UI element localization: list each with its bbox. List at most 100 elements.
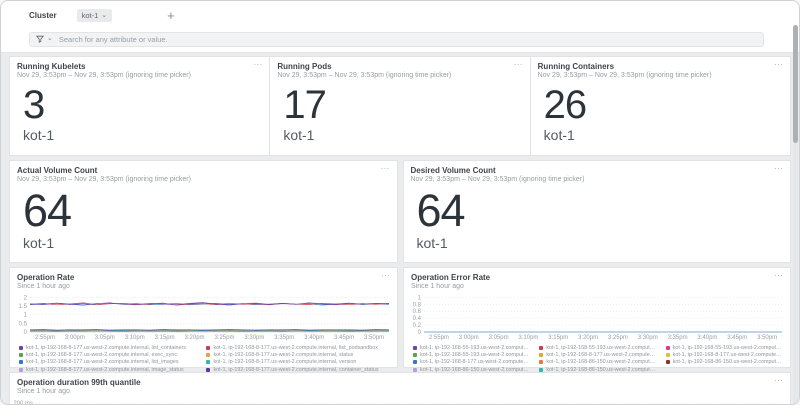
scrollbar-track[interactable] — [793, 48, 798, 404]
svg-text:3:00pm: 3:00pm — [459, 335, 479, 341]
search-input[interactable] — [58, 34, 757, 44]
operation-rate-chart[interactable]: 2 1.5 1 0.5 0 2:55pm 3:00pm 3:05pm 3:10pm 3:15pm 3… — [12, 293, 395, 341]
widget-timeframe: Since 1 hour ago — [411, 283, 464, 290]
svg-text:3:00pm: 3:00pm — [65, 335, 85, 341]
widget-timeframe: Since 1 hour ago — [17, 283, 70, 290]
legend-item[interactable]: kot-1, ip-192-168-55-193.us-west-2.compu… — [413, 352, 529, 358]
widget-operation-duration-99th-quantile: Operation duration 99th quantile Since 1… — [9, 372, 791, 405]
widget-menu-button[interactable]: ⋯ — [774, 375, 783, 385]
widget-menu-button[interactable]: ⋯ — [773, 59, 783, 69]
widget-timeframe: Nov 29, 3:53pm – Nov 29, 3:53pm (ignorin… — [277, 72, 452, 79]
svg-text:1.5: 1.5 — [19, 304, 28, 310]
legend-item[interactable]: kot-1, ip-192-168-8-177.us-west-2.comput… — [19, 352, 196, 358]
legend-marker — [413, 346, 417, 351]
widget-menu-button[interactable]: ⋯ — [774, 163, 783, 173]
operation-rate-legend: kot-1, ip-192-168-8-177.us-west-2.comput… — [10, 341, 397, 373]
widget-title: Running Kubelets — [17, 62, 86, 71]
legend-item[interactable]: kot-1, ip-192-168-8-177.us-west-2.comput… — [206, 359, 389, 365]
svg-text:3:45pm: 3:45pm — [334, 335, 354, 341]
legend-item[interactable]: kot-1, ip-192-168-8-177.us-west-2.comput… — [413, 359, 529, 365]
widget-menu-button[interactable]: ⋯ — [380, 163, 390, 173]
filter-chevron-down-icon[interactable]: ⌄ — [47, 35, 53, 42]
operation-error-rate-chart[interactable]: 1 0.8 0.6 0.4 0.2 0 2:55pm 3:00pm 3:05pm 3:10pm 3:… — [406, 293, 788, 341]
legend-marker — [539, 346, 544, 351]
widget-title: Actual Volume Count — [17, 166, 98, 175]
widget-title: Operation Rate — [17, 273, 75, 282]
svg-text:3:15pm: 3:15pm — [155, 335, 175, 341]
widget-timeframe: Nov 29, 3:53pm – Nov 29, 3:53pm (ignorin… — [17, 176, 191, 183]
legend-label: kot-1, ip-192-168-8-177.us-west-2.comput… — [672, 352, 782, 359]
legend-marker — [206, 346, 211, 351]
svg-text:3:35pm: 3:35pm — [274, 335, 294, 341]
legend-item[interactable]: kot-1, ip-192-168-86-150.us-west-2.compu… — [665, 359, 782, 365]
scrollbar-thumb[interactable] — [793, 25, 798, 143]
stat-block: 26 kot-1 — [531, 80, 790, 143]
widget-menu-button[interactable]: ⋯ — [774, 270, 783, 280]
legend-item[interactable]: kot-1, ip-192-168-8-177.us-west-2.comput… — [665, 352, 782, 359]
legend-marker — [19, 346, 23, 351]
legend-item[interactable]: kot-1, ip-192-168-8-177.us-west-2.comput… — [19, 367, 196, 373]
legend-label: kot-1, ip-192-168-8-177.us-west-2.comput… — [26, 359, 179, 366]
legend-item[interactable]: kot-1, ip-192-168-8-177.us-west-2.comput… — [539, 352, 656, 358]
widget-title: Running Containers — [537, 62, 615, 71]
legend-item[interactable]: kot-1, ip-192-168-86-150.us-west-2.compu… — [413, 367, 529, 373]
legend-item[interactable]: kot-1, ip-192-168-8-177.us-west-2.comput… — [206, 352, 389, 358]
legend-label: kot-1, ip-192-168-8-177.us-west-2.comput… — [213, 359, 357, 366]
cluster-tag-dropdown[interactable]: kot-1 ⌄ — [76, 9, 113, 22]
svg-text:0.2: 0.2 — [413, 323, 422, 329]
stat-scope: kot-1 — [416, 235, 448, 251]
legend-marker — [539, 353, 544, 358]
widget-menu-button[interactable]: ⋯ — [513, 59, 523, 69]
legend-item[interactable]: kot-1, ip-192-168-55-193.us-west-2.compu… — [665, 345, 782, 352]
chevron-down-icon: ⌄ — [101, 11, 108, 19]
widget-actual-volume-count: Actual Volume Count Nov 29, 3:53pm – Nov… — [9, 160, 398, 263]
svg-text:3:40pm: 3:40pm — [304, 335, 324, 341]
legend-marker — [19, 353, 23, 358]
widget-timeframe: Nov 29, 3:53pm – Nov 29, 3:53pm (ignorin… — [17, 72, 191, 79]
filter-icon[interactable] — [36, 35, 44, 43]
widget-header: Operation Rate Since 1 hour ago — [10, 268, 397, 291]
svg-text:3:50pm: 3:50pm — [364, 335, 384, 341]
widget-operation-rate: Operation Rate Since 1 hour ago ⋯ 2 1.5 1 0… — [9, 267, 398, 373]
legend-item[interactable]: kot-1, ip-192-168-86-150.us-west-2.compu… — [539, 367, 656, 373]
svg-text:3:05pm: 3:05pm — [95, 335, 115, 341]
legend-item[interactable]: kot-1, ip-192-168-55-193.us-west-2.compu… — [539, 345, 656, 351]
legend-item[interactable]: kot-1, ip-192-168-55-193.us-west-2.compu… — [413, 345, 529, 351]
svg-text:3:50pm: 3:50pm — [757, 335, 777, 341]
template-variable-bar: Cluster kot-1 ⌄ + — [1, 1, 799, 30]
widget-menu-button[interactable]: ⋯ — [253, 59, 263, 69]
stat-block: 17 kot-1 — [270, 80, 529, 143]
legend-item[interactable]: kot-1, ip-192-168-8-177.us-west-2.comput… — [206, 367, 389, 373]
search-input-wrapper[interactable]: ⌄ — [29, 31, 764, 47]
svg-text:3:30pm: 3:30pm — [244, 335, 264, 341]
svg-text:0.4: 0.4 — [413, 316, 422, 322]
widget-timeframe: Nov 29, 3:53pm – Nov 29, 3:53pm (ignorin… — [410, 176, 585, 183]
add-template-variable-button[interactable]: + — [167, 7, 175, 23]
widget-header: Operation duration 99th quantile Since 1… — [10, 373, 790, 396]
legend-marker — [413, 360, 417, 365]
legend-marker — [19, 360, 23, 365]
legend-item[interactable]: kot-1, ip-192-168-86-150.us-west-2.compu… — [539, 359, 656, 366]
legend-label: kot-1, ip-192-168-86-150.us-west-2.compu… — [546, 359, 655, 366]
svg-text:2:55pm: 2:55pm — [429, 335, 449, 341]
legend-item[interactable]: kot-1, ip-192-168-8-177.us-west-2.comput… — [19, 359, 196, 365]
widget-header: Desired Volume Count Nov 29, 3:53pm – No… — [404, 161, 791, 184]
legend-marker — [665, 346, 670, 351]
legend-label: kot-1, ip-192-168-55-193.us-west-2.compu… — [672, 345, 782, 352]
widget-menu-button[interactable]: ⋯ — [381, 270, 390, 280]
legend-marker — [413, 353, 417, 358]
operation-error-rate-legend: kot-1, ip-192-168-55-193.us-west-2.compu… — [404, 341, 790, 373]
svg-text:2: 2 — [24, 295, 28, 301]
legend-label: kot-1, ip-192-168-8-177.us-west-2.comput… — [213, 352, 354, 359]
svg-text:200 ms: 200 ms — [13, 401, 33, 405]
svg-text:2:55pm: 2:55pm — [35, 335, 55, 341]
legend-label: kot-1, ip-192-168-8-177.us-west-2.comput… — [420, 359, 530, 366]
widget-row-3: Operation Rate Since 1 hour ago ⋯ 2 1.5 1 0… — [9, 267, 791, 373]
widget-title: Operation Error Rate — [411, 273, 491, 282]
search-row: ⌄ — [1, 30, 799, 53]
legend-item[interactable]: kot-1, ip-192-168-8-177.us-west-2.comput… — [206, 345, 389, 351]
stat-scope: kot-1 — [23, 127, 55, 143]
operation-duration-chart[interactable]: 200 ms150 ms — [12, 398, 788, 405]
legend-item[interactable]: kot-1, ip-192-168-8-177.us-west-2.comput… — [19, 345, 196, 351]
widget-grid: Running Kubelets Nov 29, 3:53pm – Nov 29… — [1, 53, 799, 405]
